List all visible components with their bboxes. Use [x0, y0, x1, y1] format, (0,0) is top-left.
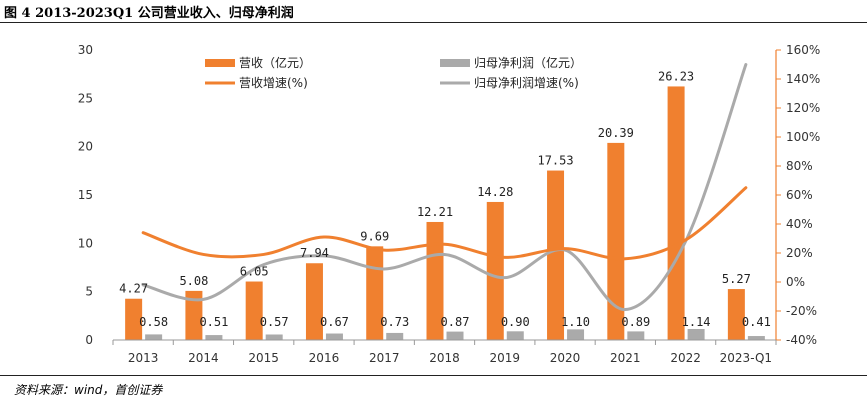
bottom-rule	[0, 375, 867, 376]
revenue-bar	[185, 290, 203, 340]
lines-layer	[141, 63, 748, 312]
profit-data-label: 0.67	[320, 315, 349, 329]
legend-label: 营收（亿元）	[239, 55, 311, 70]
profit-data-label: 1.14	[682, 315, 711, 329]
y2-tick-label: 80%	[786, 159, 813, 173]
profit-data-label: 1.10	[561, 315, 590, 329]
revenue-bar	[426, 221, 444, 340]
profit-data-label: 0.51	[199, 315, 228, 329]
y2-tick-label: 40%	[786, 217, 813, 231]
profit-bar	[325, 333, 343, 340]
revenue-bar	[125, 298, 143, 340]
source-note: 资料来源：wind，首创证券	[14, 383, 163, 397]
y2-tick-label: 160%	[786, 43, 820, 57]
revenue-data-label: 6.05	[240, 265, 269, 279]
revenue-data-label: 20.39	[598, 126, 634, 140]
y2-tick-label: 140%	[786, 72, 820, 86]
profit-bar	[747, 336, 765, 340]
profit-bar	[567, 329, 585, 340]
legend-label: 归母净利润增速(%)	[474, 76, 579, 90]
y2-tick-label: -40%	[786, 333, 817, 347]
revenue-data-label: 14.28	[477, 185, 513, 199]
revenue-bar	[486, 201, 504, 340]
x-axis: 2013 2014 2015 2016 2017 2018 2019 2020 2021 2022…	[112, 339, 777, 365]
x-tick-label: 2014	[188, 351, 219, 365]
y2-tick-label: 0%	[786, 275, 805, 289]
legend-swatch-bar	[205, 59, 235, 67]
legend-swatch-bar	[440, 59, 470, 67]
profit-growth-line	[141, 63, 748, 312]
y-tick-label: 20	[78, 140, 93, 154]
y2-tick-label: -20%	[786, 304, 817, 318]
y2-tick-label: 60%	[786, 188, 813, 202]
revenue-bar	[667, 86, 685, 341]
y-tick-label: 5	[85, 285, 93, 299]
legend: 营收（亿元） 归母净利润（亿元） 营收增速(%) 归母净利润增速(%)	[205, 55, 582, 90]
profit-data-label: 0.58	[139, 315, 168, 329]
y-tick-label: 25	[78, 91, 93, 105]
x-tick-label: 2021	[610, 351, 641, 365]
revenue-data-label: 4.27	[119, 282, 148, 296]
revenue-bar	[245, 281, 263, 340]
y2-tick-label: 100%	[786, 130, 820, 144]
y2-tick-label: 120%	[786, 101, 820, 115]
x-tick-label: 2023-Q1	[720, 351, 772, 365]
revenue-bar	[727, 289, 745, 340]
legend-label: 归母净利润（亿元）	[474, 55, 582, 70]
top-rule	[0, 22, 867, 23]
y2-tick-label: 20%	[786, 246, 813, 260]
right-axis: -40% -20% 0% 20% 40% 60% 80% 100% 120% 140% 160%	[775, 43, 820, 347]
revenue-bar	[305, 263, 323, 340]
profit-data-label: 0.90	[501, 315, 530, 329]
profit-bar	[687, 328, 705, 340]
revenue-data-label: 17.53	[537, 154, 573, 168]
figure-title: 图 4 2013-2023Q1 公司营业收入、归母净利润	[4, 6, 294, 21]
x-tick-label: 2017	[369, 351, 400, 365]
x-tick-label: 2013	[128, 351, 159, 365]
y-tick-label: 10	[78, 236, 93, 250]
chart: 0 5 10 15 20 25 30 -40% -20% 0% 20% 40% 60% 80% 100% 1…	[78, 43, 821, 365]
profit-bar	[205, 335, 223, 340]
revenue-data-label: 26.23	[658, 69, 694, 83]
revenue-bar	[607, 142, 625, 340]
revenue-growth-line	[141, 186, 748, 261]
y-tick-label: 0	[85, 333, 93, 347]
revenue-data-label: 5.27	[722, 272, 751, 286]
x-tick-label: 2022	[670, 351, 701, 365]
profit-bar	[145, 334, 163, 340]
profit-data-label: 0.73	[380, 315, 409, 329]
profit-data-label: 0.57	[260, 315, 289, 329]
y-tick-label: 30	[78, 43, 93, 57]
x-tick-label: 2020	[550, 351, 581, 365]
y-tick-label: 15	[78, 188, 93, 202]
profit-bar	[627, 331, 645, 340]
data-labels-layer: 4.27 0.58 5.08 0.51 6.05 0.57 7.94 0.67 9.69 0.73…	[119, 69, 771, 329]
revenue-data-label: 7.94	[300, 246, 329, 260]
x-tick-label: 2016	[309, 351, 340, 365]
revenue-data-label: 12.21	[417, 205, 453, 219]
revenue-data-label: 5.08	[179, 274, 208, 288]
profit-bar	[446, 331, 464, 340]
x-tick-label: 2015	[248, 351, 279, 365]
profit-bar	[506, 331, 524, 340]
profit-bar	[386, 332, 404, 340]
legend-label: 营收增速(%)	[239, 76, 308, 90]
revenue-data-label: 9.69	[360, 229, 389, 243]
left-axis: 0 5 10 15 20 25 30	[78, 43, 93, 347]
revenue-bar	[547, 170, 565, 340]
x-tick-label: 2018	[429, 351, 460, 365]
profit-bar	[265, 334, 283, 340]
profit-data-label: 0.87	[441, 315, 470, 329]
x-tick-label: 2019	[489, 351, 520, 365]
profit-data-label: 0.89	[621, 315, 650, 329]
profit-data-label: 0.41	[742, 315, 771, 329]
